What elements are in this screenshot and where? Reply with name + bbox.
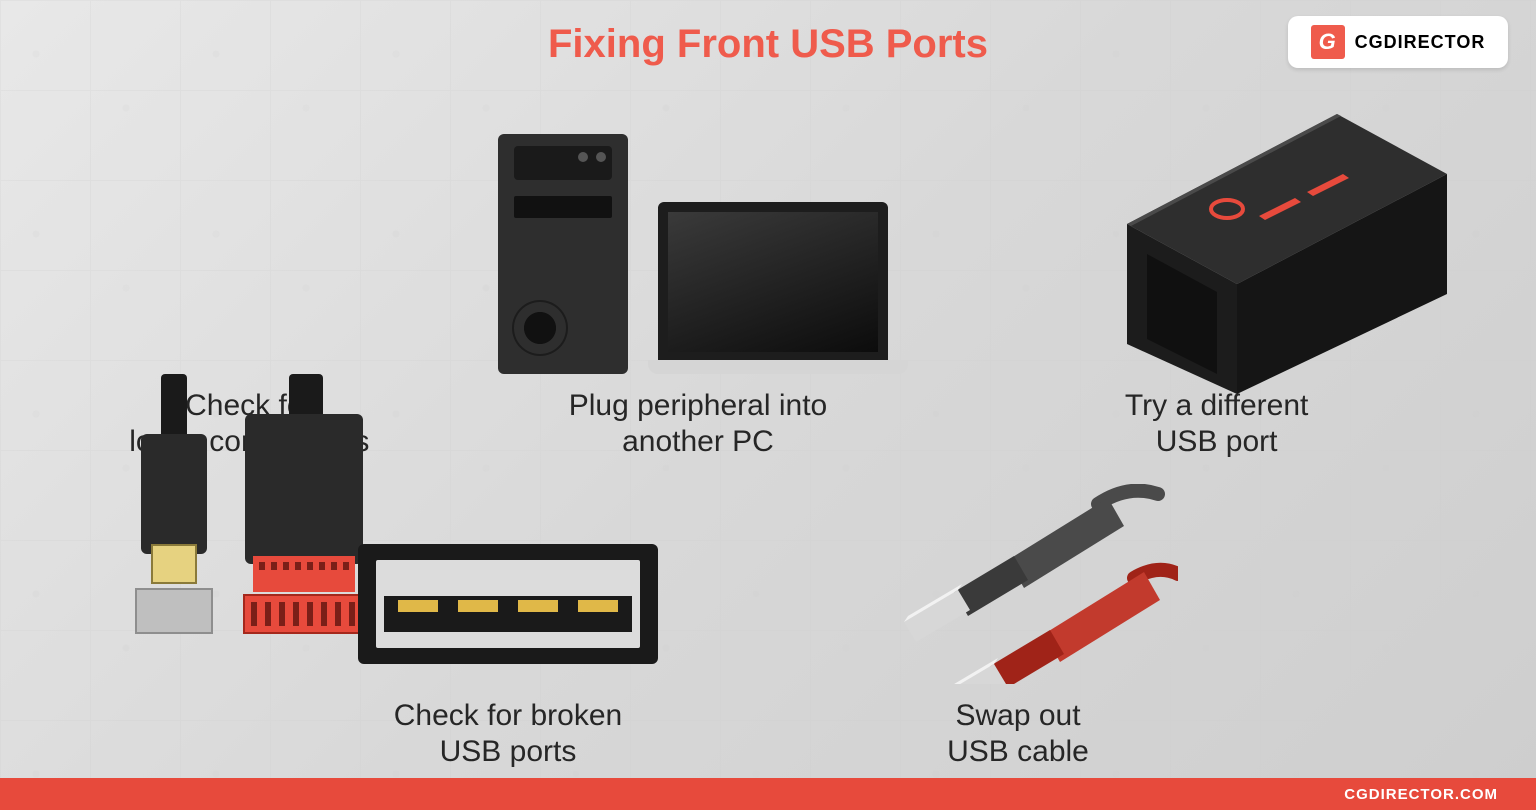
brand-logo: G CGDIRECTOR bbox=[1288, 16, 1508, 68]
usb-cables-icon bbox=[858, 484, 1178, 684]
usb-port-icon bbox=[358, 524, 658, 684]
caption: Check for broken USB ports bbox=[394, 698, 622, 770]
pc-case-isometric-icon bbox=[1007, 114, 1427, 374]
logo-wordmark: CGDIRECTOR bbox=[1355, 32, 1486, 53]
infographic-grid: Check for loose connections Plug periphe… bbox=[0, 90, 1536, 770]
caption: Plug peripheral into another PC bbox=[569, 388, 828, 460]
item-another-pc: Plug peripheral into another PC bbox=[488, 114, 908, 460]
caption: Swap out USB cable bbox=[947, 698, 1089, 770]
item-different-port: Try a different USB port bbox=[1007, 114, 1427, 460]
item-broken-ports: Check for broken USB ports bbox=[358, 524, 658, 770]
connectors-icon bbox=[109, 114, 389, 374]
pc-and-laptop-icon bbox=[488, 114, 908, 374]
footer-bar: CGDIRECTOR.COM bbox=[0, 778, 1536, 810]
item-swap-cable: Swap out USB cable bbox=[858, 484, 1178, 770]
caption: Try a different USB port bbox=[1125, 388, 1308, 460]
row-1: Check for loose connections Plug periphe… bbox=[60, 90, 1476, 460]
item-loose-connections: Check for loose connections bbox=[109, 114, 389, 460]
logo-mark: G bbox=[1311, 25, 1345, 59]
footer-text: CGDIRECTOR.COM bbox=[1344, 786, 1498, 803]
